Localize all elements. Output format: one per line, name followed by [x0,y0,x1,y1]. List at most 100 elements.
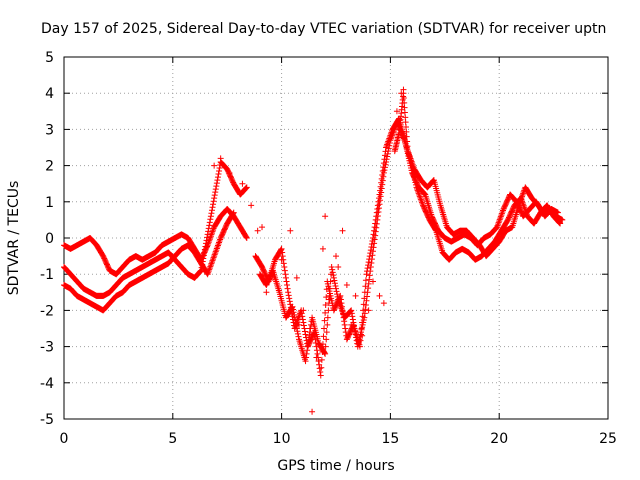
data-point-track-d [341,318,348,325]
data-point-track-c [200,255,207,262]
data-point-track-d [317,372,324,379]
data-point-track-e [365,280,372,287]
data-point-track-e [303,350,310,357]
data-point-track-e [306,332,313,339]
data-point-track-c [243,184,250,191]
data-point-track-e [295,333,302,340]
data-point-track-c [203,237,210,244]
data-point-track-e [332,282,339,289]
data-point-track-e [379,177,386,184]
data-point-track-e [350,322,357,329]
data-point-track-e [384,153,391,160]
data-point-track-e [307,321,314,328]
data-point-track-e [303,354,310,361]
data-point-track-e [381,164,388,171]
y-tick-labels: -5 -4 -3 -2 -1 0 1 2 3 4 5 [40,50,54,428]
data-point-track-c [199,261,206,268]
data-point-scatter-points [322,213,329,220]
data-point-track-e [378,185,385,192]
data-point-track-d [299,316,306,323]
data-point-track-b [230,209,237,216]
data-point-track-c [206,219,213,226]
x-tick-labels: 0 5 10 15 20 25 [60,431,617,447]
data-point-track-e [324,321,331,328]
data-point-track-c [215,171,222,178]
data-point-track-c [211,192,218,199]
data-point-track-c [213,183,220,190]
data-point-scatter-points [326,296,333,303]
data-point-track-e [385,148,392,155]
data-point-track-e [304,343,311,350]
data-point-track-d [301,328,308,335]
data-point-scatter-points [296,321,303,328]
data-point-scatter-points [348,321,355,328]
data-point-track-e [374,216,381,223]
data-point-track-c [213,180,220,187]
data-point-scatter-points [217,155,224,162]
data-point-track-e [328,263,335,270]
data-point-track-e [366,272,373,279]
data-point-track-a [243,234,250,241]
data-point-track-d [279,253,286,260]
data-point-track-e [364,289,371,296]
data-point-scatter-points [376,292,383,299]
data-point-track-e [383,156,390,163]
data-point-track-e [362,301,369,308]
data-point-track-c [206,222,213,229]
data-point-scatter-points [239,180,246,187]
data-point-scatter-points [343,282,350,289]
y-tick-label: 5 [45,50,54,66]
data-point-track-e [292,320,299,327]
data-point-track-e [294,330,301,337]
y-tick-label: 3 [45,122,54,138]
data-point-track-e [386,142,393,149]
data-point-track-e [348,307,355,314]
data-point-track-d [278,246,285,253]
data-point-track-c [204,234,211,241]
data-point-track-e [329,266,336,273]
data-point-track-c [204,231,211,238]
y-tick-label: 4 [45,86,54,102]
y-tick-label: 1 [45,195,54,211]
data-point-track-e [366,276,373,283]
data-point-track-d [323,294,330,301]
data-point-track-c [211,195,218,202]
data-point-track-d [279,249,286,256]
data-point-track-e [331,280,338,287]
data-point-track-e [333,288,340,295]
data-point-track-d [313,347,320,354]
data-point-track-e [304,347,311,354]
data-point-track-c [216,168,223,175]
data-point-track-d [299,313,306,320]
data-point-track-c [198,264,205,271]
data-point-track-e [375,209,382,216]
data-point-track-e [289,303,296,310]
y-tick-label: -1 [40,267,54,283]
data-point-track-e [372,232,379,239]
data-point-track-d [321,325,328,332]
data-point-track-e [324,314,331,321]
data-point-track-d [286,298,293,305]
data-point-track-e [323,329,330,336]
data-point-track-d [284,282,291,289]
data-point-track-c [216,165,223,172]
data-point-track-e [385,145,392,152]
data-point-track-d [300,319,307,326]
data-point-track-e [351,325,358,332]
x-tick-label: 20 [490,431,508,447]
data-point-track-e [380,173,387,180]
data-point-track-b [230,210,237,217]
data-point-track-e [371,236,378,243]
data-point-track-e [379,181,386,188]
data-point-track-e [353,334,360,341]
data-point-track-c [197,268,204,275]
data-point-track-e [293,325,300,332]
data-point-track-d [283,278,290,285]
data-point-track-c [202,240,209,247]
data-point-track-e [386,139,393,146]
data-point-scatter-points [313,354,320,361]
data-point-track-e [376,201,383,208]
data-point-track-e [556,219,563,226]
data-point-track-e [361,314,368,321]
data-point-track-e [322,343,329,350]
